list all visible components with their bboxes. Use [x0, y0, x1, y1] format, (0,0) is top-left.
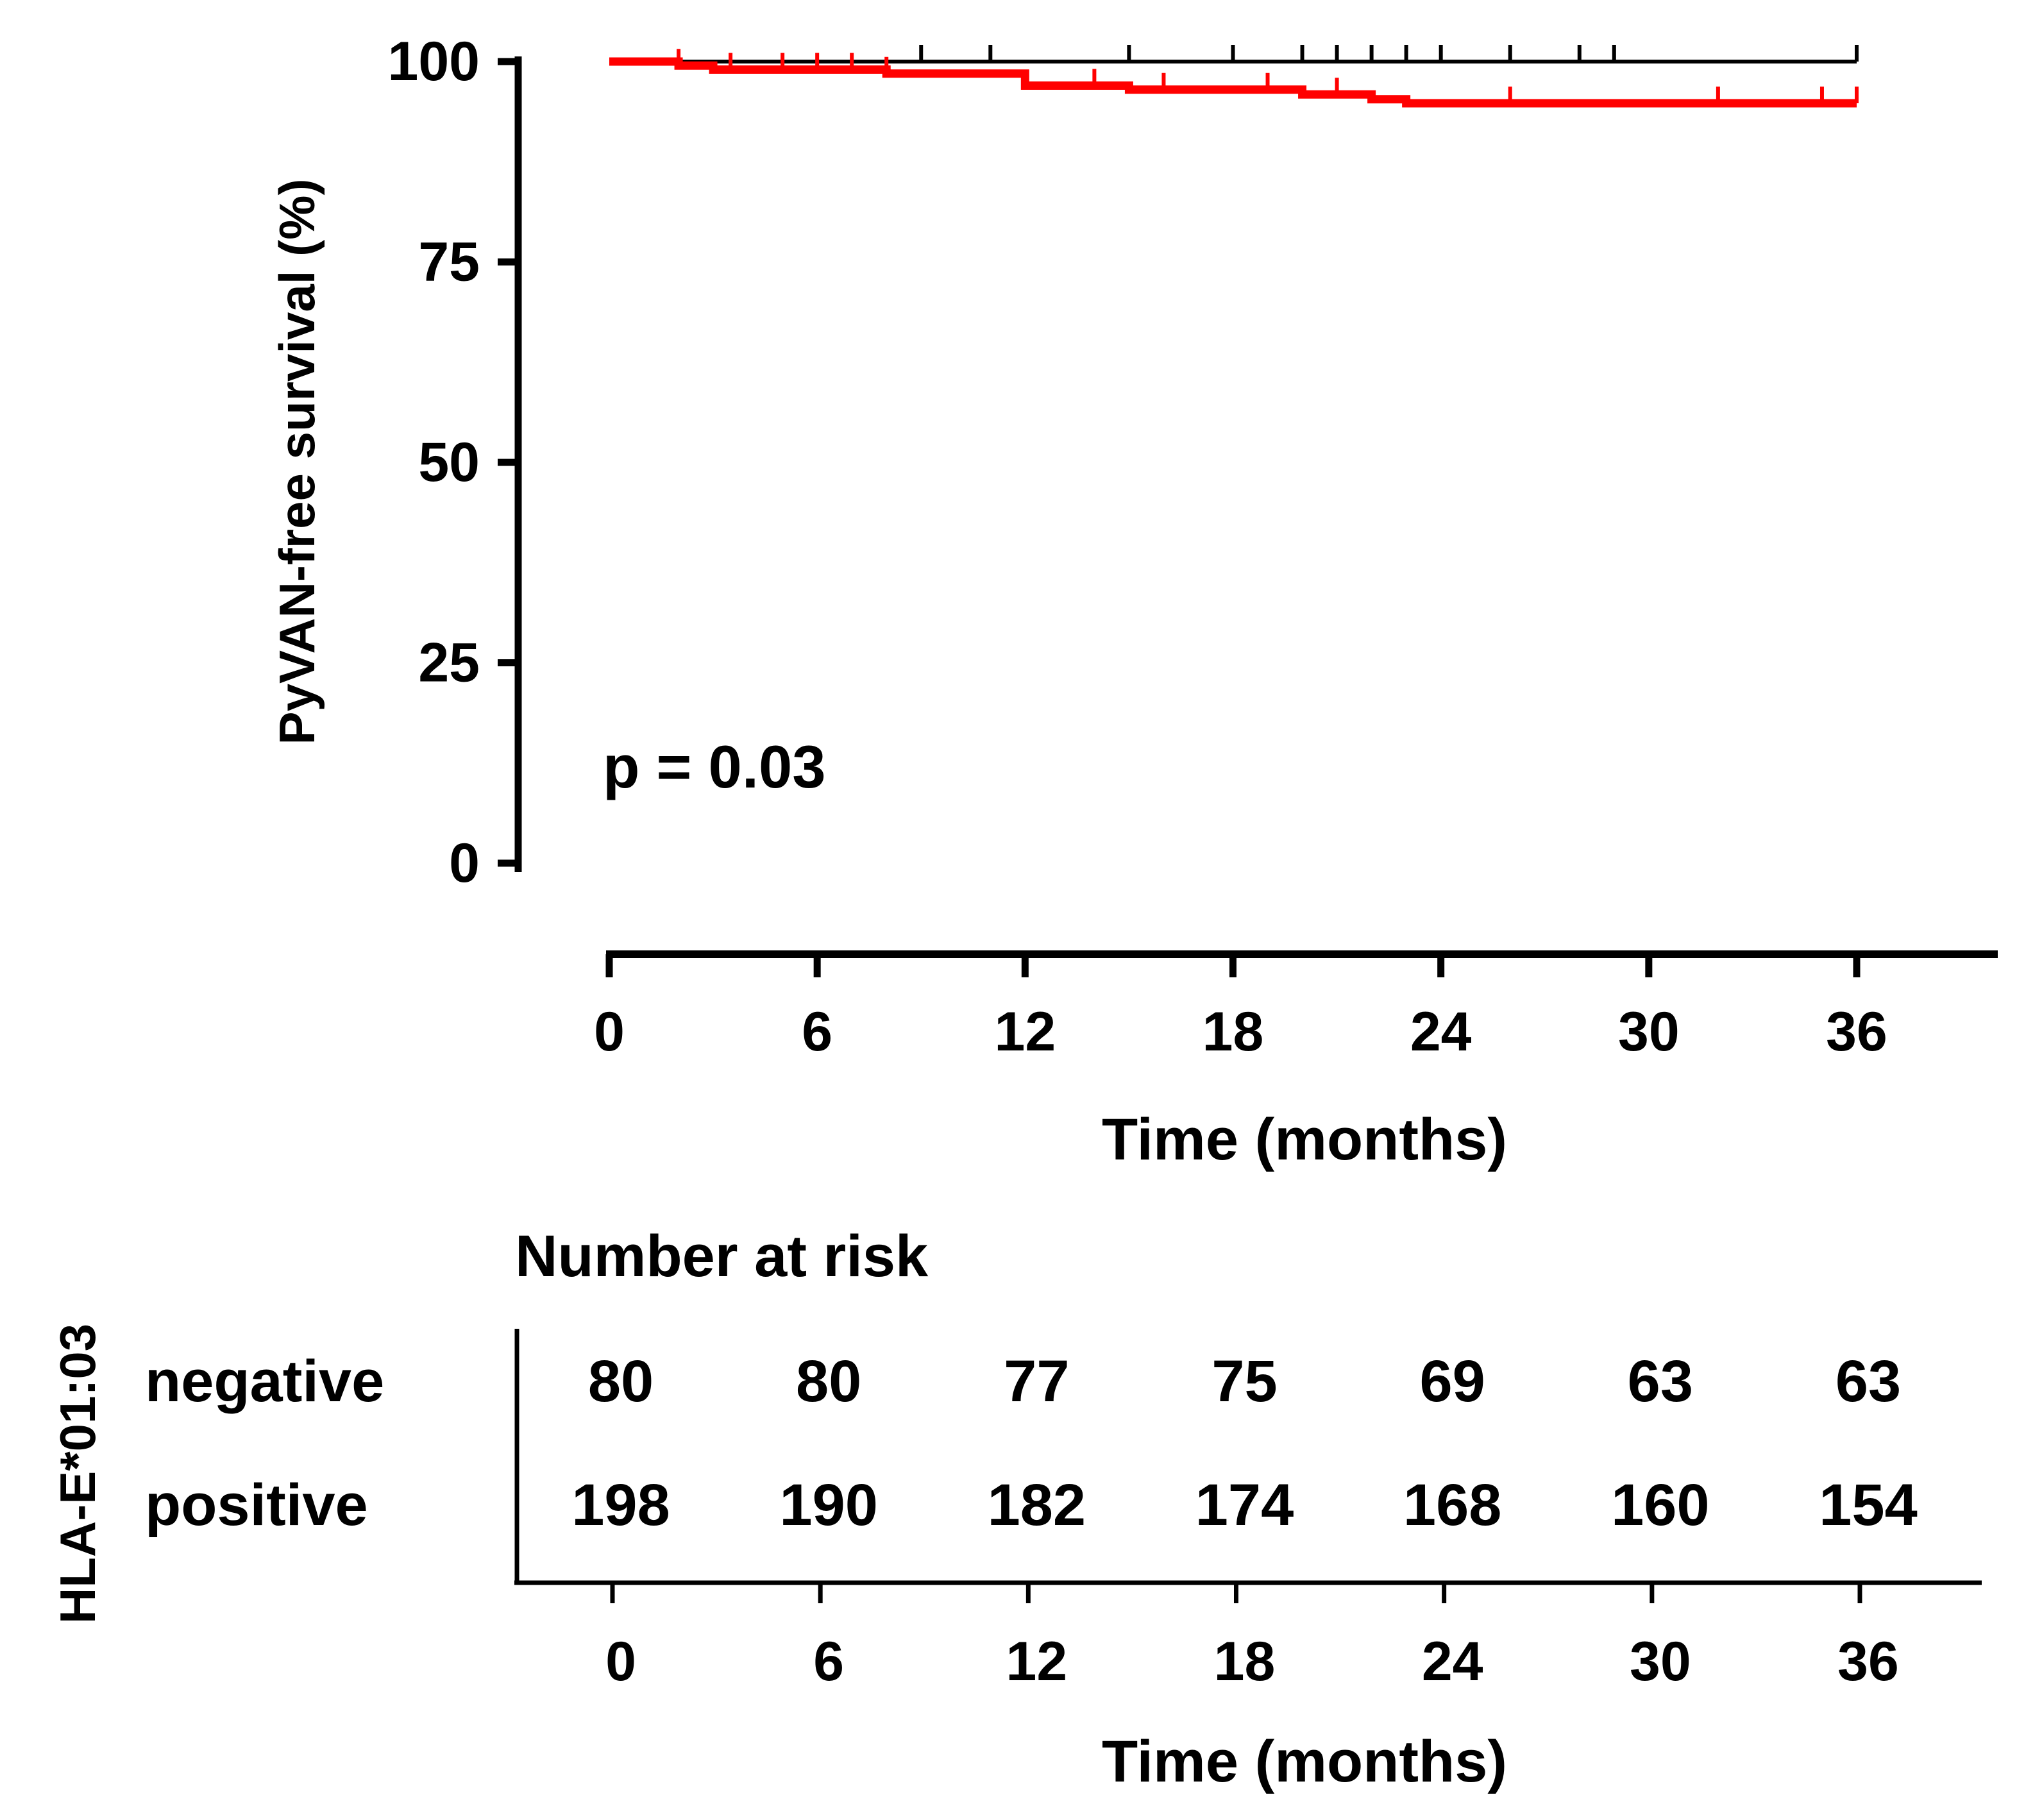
risk-count: 174	[1195, 1472, 1294, 1538]
risk-table-x-ticks: 0 6 12 18 24 30 36	[605, 1583, 1899, 1692]
risk-count: 69	[1419, 1349, 1485, 1414]
risk-x-tick-label: 6	[813, 1631, 844, 1692]
risk-x-axis-title: Time (months)	[1102, 1729, 1507, 1794]
survival-curves	[609, 45, 1859, 108]
risk-count: 75	[1211, 1349, 1277, 1414]
risk-x-tick-label: 24	[1422, 1631, 1483, 1692]
risk-count: 168	[1403, 1472, 1502, 1538]
x-tick-label: 36	[1826, 1001, 1887, 1063]
x-tick-label: 30	[1618, 1001, 1680, 1063]
risk-count: 80	[588, 1349, 654, 1414]
curve-positive	[609, 57, 1857, 108]
risk-count: 63	[1628, 1349, 1693, 1414]
p-value-annotation: p = 0.03	[603, 733, 826, 800]
risk-count: 77	[1004, 1349, 1069, 1414]
y-ticks: 0 25 50 75 100	[388, 31, 518, 894]
x-tick-label: 0	[594, 1001, 625, 1063]
risk-x-tick-label: 0	[605, 1631, 636, 1692]
risk-x-tick-label: 18	[1214, 1631, 1276, 1692]
risk-table-rows: negative 80 80 77 75 69 63 63 positive 198 190 182 1…	[145, 1349, 1918, 1538]
y-tick-label: 75	[418, 232, 480, 293]
x-tick-label: 24	[1410, 1001, 1472, 1063]
risk-count: 190	[779, 1472, 878, 1538]
y-axis-title: PyVAN-free survival (%)	[269, 179, 325, 745]
risk-x-tick-label: 36	[1837, 1631, 1899, 1692]
risk-row-label-positive: positive	[145, 1472, 368, 1538]
risk-count: 154	[1819, 1472, 1918, 1538]
y-tick-label: 25	[418, 632, 480, 694]
risk-table-title: Number at risk	[515, 1224, 929, 1289]
risk-count: 160	[1611, 1472, 1710, 1538]
risk-row-label-negative: negative	[145, 1349, 384, 1414]
risk-count: 80	[796, 1349, 861, 1414]
x-axis-title: Time (months)	[1102, 1107, 1507, 1172]
risk-count: 182	[988, 1472, 1086, 1538]
x-tick-label: 6	[802, 1001, 832, 1063]
risk-x-tick-label: 30	[1630, 1631, 1691, 1692]
risk-table-axes	[514, 1329, 1982, 1585]
x-tick-label: 18	[1203, 1001, 1264, 1063]
y-tick-label: 50	[418, 432, 480, 493]
y-tick-label: 100	[388, 31, 480, 92]
risk-count: 198	[571, 1472, 670, 1538]
risk-x-tick-label: 12	[1006, 1631, 1067, 1692]
x-ticks: 0 6 12 18 24 30 36	[594, 954, 1887, 1063]
x-tick-label: 12	[994, 1001, 1056, 1063]
y-tick-label: 0	[449, 832, 480, 894]
risk-count: 63	[1836, 1349, 1901, 1414]
risk-group-axis-label: HLA-E*01:03	[49, 1324, 106, 1624]
